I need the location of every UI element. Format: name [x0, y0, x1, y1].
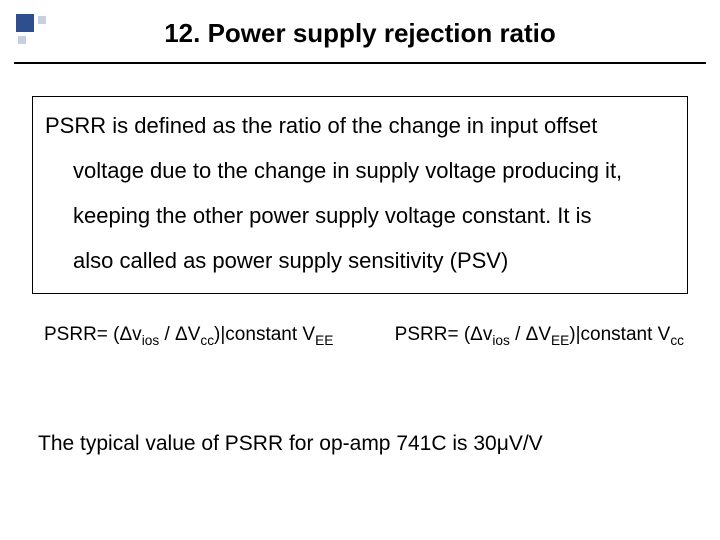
f2-lead: PSRR= (Δv: [395, 324, 493, 345]
definition-line-2: voltage due to the change in supply volt…: [45, 148, 677, 193]
slide: 12. Power supply rejection ratio PSRR is…: [0, 0, 720, 540]
definition-line-4: also called as power supply sensitivity …: [45, 238, 677, 283]
f1-tail: )|constant V: [214, 324, 315, 345]
title-underline: [14, 62, 706, 64]
definition-box: PSRR is defined as the ratio of the chan…: [32, 96, 688, 294]
f1-sub-ios: ios: [142, 333, 159, 348]
f1-sub-cc: cc: [200, 333, 214, 348]
f2-tail: )|constant V: [569, 324, 670, 345]
f1-mid: / ΔV: [159, 324, 200, 345]
f1-lead: PSRR= (Δv: [44, 324, 142, 345]
f2-mid: / ΔV: [510, 324, 551, 345]
definition-text: PSRR is defined as the ratio of the chan…: [43, 103, 677, 283]
f2-sub-ee: EE: [551, 333, 569, 348]
f2-sub-cc: cc: [670, 333, 684, 348]
definition-line-3: keeping the other power supply voltage c…: [45, 193, 677, 238]
f2-sub-ios: ios: [492, 333, 509, 348]
definition-line-1: PSRR is defined as the ratio of the chan…: [45, 113, 597, 138]
typical-value-text: The typical value of PSRR for op-amp 741…: [38, 432, 543, 456]
f1-sub-ee: EE: [315, 333, 333, 348]
slide-title: 12. Power supply rejection ratio: [0, 18, 720, 49]
formula-row: PSRR= (Δvios / ΔVcc)|constant VEE PSRR= …: [44, 324, 684, 346]
formula-psrr-vcc: PSRR= (Δvios / ΔVcc)|constant VEE: [44, 324, 333, 346]
formula-psrr-vee: PSRR= (Δvios / ΔVEE)|constant Vcc: [395, 324, 684, 346]
